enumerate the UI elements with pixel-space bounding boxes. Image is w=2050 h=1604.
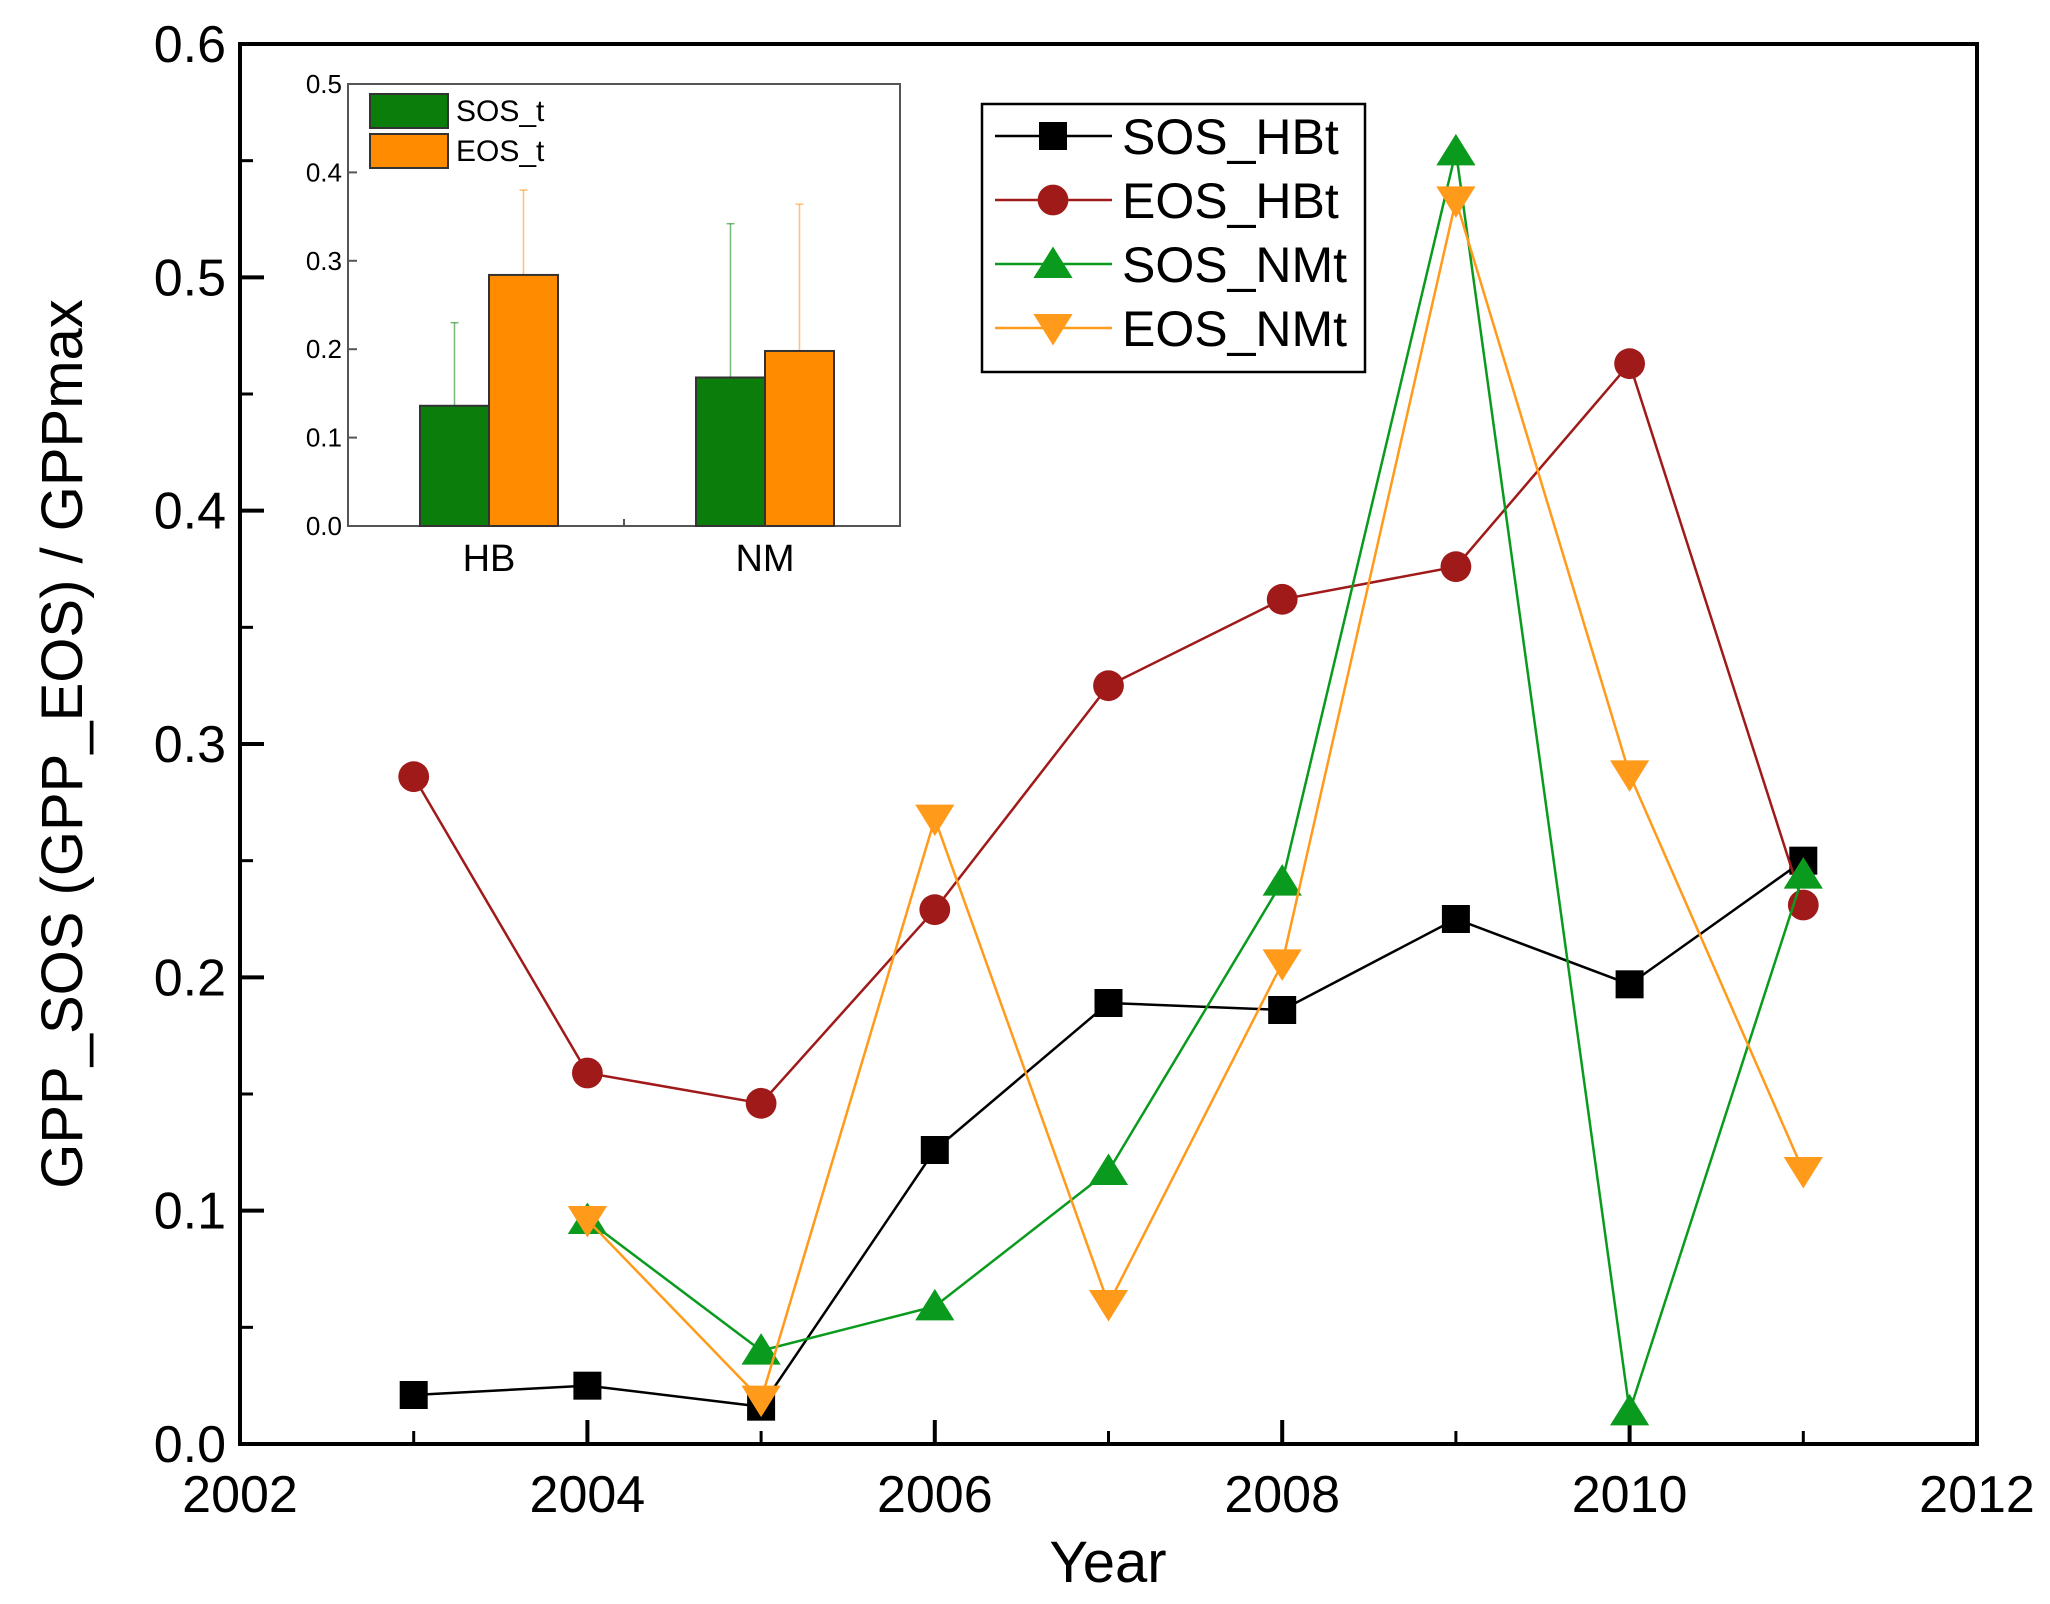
inset-bar-eos-t-hb <box>488 273 559 527</box>
data-point-eos-hbt <box>1440 551 1472 583</box>
inset-legend-label-eos-t: EOS_t <box>456 135 545 168</box>
data-point-sos-hbt <box>573 1371 602 1400</box>
y-tick-label: 0.0 <box>154 1416 226 1474</box>
legend-marker-eos-nmt <box>1033 314 1073 346</box>
y-tick-label: 0.1 <box>154 1183 226 1241</box>
inset-y-tick-label: 0.3 <box>306 246 342 276</box>
data-point-eos-hbt <box>572 1057 603 1089</box>
data-point-eos-nmt <box>1088 1290 1129 1322</box>
inset-x-tick-label: NM <box>735 538 794 580</box>
inset-legend-swatch-sos-t <box>369 93 449 129</box>
inset-bar-chart: 0.0 0.1 0.2 0.3 0.4 0.5 HB NM SOS_t EOS_t <box>306 69 901 580</box>
data-point-eos-nmt <box>1783 1157 1823 1189</box>
legend-label-sos-hbt: SOS_HBt <box>1122 109 1339 165</box>
legend-label-eos-hbt: EOS_HBt <box>1122 173 1339 229</box>
data-point-eos-nmt <box>915 804 955 837</box>
x-tick-label: 2004 <box>530 1466 646 1524</box>
y-tick-label: 0.5 <box>154 249 226 307</box>
inset-y-tick-label: 0.5 <box>306 69 342 99</box>
data-point-sos-nmt <box>1262 864 1302 896</box>
y-tick-label: 0.2 <box>154 949 226 1007</box>
data-point-eos-hbt <box>398 761 430 793</box>
data-point-eos-hbt <box>919 894 951 926</box>
data-point-sos-hbt <box>1441 905 1470 933</box>
data-point-sos-hbt <box>920 1136 949 1164</box>
x-tick-label: 2008 <box>1224 1466 1340 1524</box>
data-point-sos-hbt <box>1615 970 1644 999</box>
data-point-eos-hbt <box>745 1087 777 1119</box>
legend-marker-sos-nmt <box>1033 246 1073 278</box>
data-point-eos-nmt <box>1436 186 1476 218</box>
main-plot-frame <box>238 42 1979 1446</box>
data-point-eos-nmt <box>1610 760 1650 792</box>
y-axis-title: GPP_SOS (GPP_EOS) / GPPmax <box>30 299 95 1189</box>
inset-legend-swatch-eos-t <box>369 133 449 169</box>
x-tick-label: 2010 <box>1572 1466 1688 1524</box>
inset-x-tick-label: HB <box>463 538 516 580</box>
data-point-sos-nmt <box>1436 133 1476 166</box>
legend-marker-eos-hbt <box>1037 184 1069 216</box>
inset-legend-label-sos-t: SOS_t <box>456 95 545 128</box>
series-eos-nmt <box>567 186 1823 1418</box>
data-point-sos-hbt <box>1268 996 1297 1024</box>
inset-bar-sos-t-hb <box>419 404 490 527</box>
data-point-sos-hbt <box>399 1381 428 1409</box>
data-point-sos-nmt <box>1088 1153 1129 1185</box>
series-line-sos-nmt <box>586 151 1805 1412</box>
y-tick-label: 0.6 <box>154 16 226 74</box>
inset-legend: SOS_t EOS_t <box>369 93 545 169</box>
data-point-sos-nmt <box>915 1288 955 1321</box>
x-axis-title: Year <box>1049 1530 1166 1595</box>
data-point-eos-hbt <box>1614 348 1645 380</box>
inset-y-tick-label: 0.2 <box>306 334 342 364</box>
legend-label-sos-nmt: SOS_NMt <box>1122 237 1347 293</box>
data-point-sos-nmt <box>1783 857 1823 889</box>
series-line-eos-nmt <box>586 195 1805 1403</box>
legend-label-eos-nmt: EOS_NMt <box>1122 301 1347 357</box>
x-tick-label: 2012 <box>1919 1466 2035 1524</box>
inset-bar-eos-t-nm <box>764 349 835 527</box>
main-line-chart: 2002 2004 2006 2008 2010 20120.00.10.20.30.40… <box>154 16 2035 1524</box>
series-eos-hbt <box>398 348 1819 1119</box>
inset-y-tick-label: 0.0 <box>306 511 342 541</box>
series-sos-hbt <box>399 846 1818 1421</box>
data-point-eos-nmt <box>741 1385 781 1418</box>
inset-y-tick-label: 0.4 <box>306 157 342 187</box>
y-tick-label: 0.4 <box>154 483 226 541</box>
legend: SOS_HBt EOS_HBt SOS_NMt EOS_NMt <box>980 102 1367 374</box>
y-tick-label: 0.3 <box>154 716 226 774</box>
series-line-sos-hbt <box>413 859 1805 1408</box>
data-point-eos-nmt <box>567 1206 607 1238</box>
data-point-eos-nmt <box>1262 949 1302 981</box>
x-tick-label: 2006 <box>877 1466 993 1524</box>
data-point-sos-hbt <box>1094 989 1123 1017</box>
data-point-sos-nmt <box>741 1333 781 1365</box>
data-point-eos-hbt <box>1093 670 1124 702</box>
x-tick-label: 2002 <box>182 1466 298 1524</box>
inset-y-tick-label: 0.1 <box>306 423 342 453</box>
data-point-sos-nmt <box>1610 1393 1650 1426</box>
data-point-eos-hbt <box>1266 583 1298 615</box>
inset-bar-sos-t-nm <box>695 376 766 527</box>
legend-marker-sos-hbt <box>1039 122 1067 150</box>
